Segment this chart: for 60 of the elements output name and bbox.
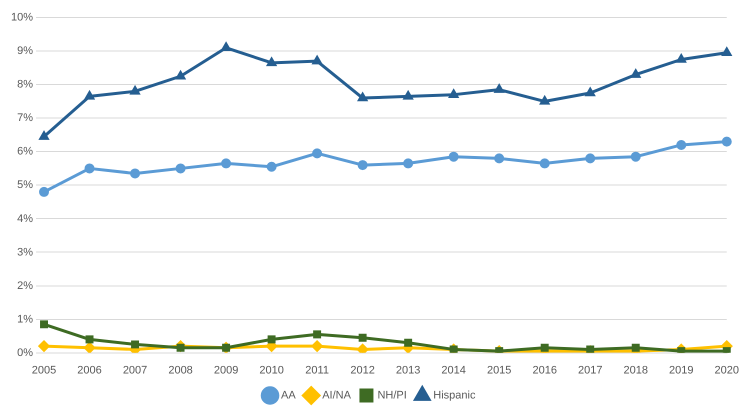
point — [448, 152, 459, 162]
legend-label: AA — [281, 390, 296, 402]
point — [358, 160, 368, 170]
y-tick-label: 7% — [17, 112, 34, 124]
x-tick-label: 2006 — [77, 364, 102, 376]
point — [40, 320, 48, 328]
x-tick-label: 2008 — [168, 364, 193, 376]
point — [358, 334, 367, 342]
y-tick-label: 8% — [17, 78, 34, 91]
point — [86, 335, 94, 344]
x-tick-label: 2018 — [623, 364, 648, 376]
point — [494, 153, 504, 164]
y-tick-label: 5% — [17, 179, 34, 192]
x-tick-label: 2020 — [714, 364, 740, 376]
y-tick-label: 3% — [17, 246, 34, 258]
point — [84, 163, 95, 174]
legend-label: Hispanic — [433, 390, 476, 402]
point — [266, 162, 277, 172]
point — [630, 152, 641, 162]
point — [38, 340, 50, 352]
y-tick-label: 0% — [17, 346, 34, 359]
y-tick-label: 6% — [17, 146, 34, 158]
point — [84, 342, 96, 353]
x-tick-label: 2019 — [669, 364, 694, 376]
point — [268, 335, 276, 344]
x-tick-label: 2010 — [259, 364, 284, 376]
point — [312, 148, 322, 158]
point — [585, 153, 596, 164]
point — [722, 347, 731, 353]
point — [39, 132, 49, 140]
point — [722, 136, 732, 147]
point — [676, 140, 686, 150]
point — [221, 158, 232, 168]
x-tick-label: 2007 — [122, 364, 148, 376]
y-tick-label: 10% — [10, 12, 34, 24]
x-tick-label: 2017 — [578, 364, 602, 376]
point — [130, 168, 140, 178]
point — [176, 163, 186, 174]
y-tick-label: 9% — [17, 45, 34, 58]
x-tick-label: 2015 — [486, 364, 512, 376]
point — [39, 186, 50, 197]
point — [403, 158, 414, 168]
y-tick-label: 1% — [17, 313, 34, 326]
y-tick-label: 2% — [17, 280, 34, 292]
legend-label: NH/PI — [377, 390, 407, 402]
x-tick-label: 2013 — [396, 364, 420, 376]
x-tick-label: 2014 — [441, 364, 466, 376]
x-tick-label: 2005 — [32, 364, 56, 376]
point — [131, 340, 140, 348]
y-tick-label: 4% — [17, 212, 34, 225]
x-tick-label: 2009 — [214, 364, 238, 376]
point — [313, 330, 322, 338]
legend-label: AI/NA — [322, 390, 352, 402]
x-tick-label: 2011 — [305, 364, 329, 376]
point — [540, 158, 550, 168]
x-tick-label: 2016 — [532, 364, 557, 376]
point — [312, 340, 323, 352]
x-tick-label: 2012 — [350, 364, 375, 376]
point — [357, 344, 368, 353]
point — [404, 338, 412, 347]
